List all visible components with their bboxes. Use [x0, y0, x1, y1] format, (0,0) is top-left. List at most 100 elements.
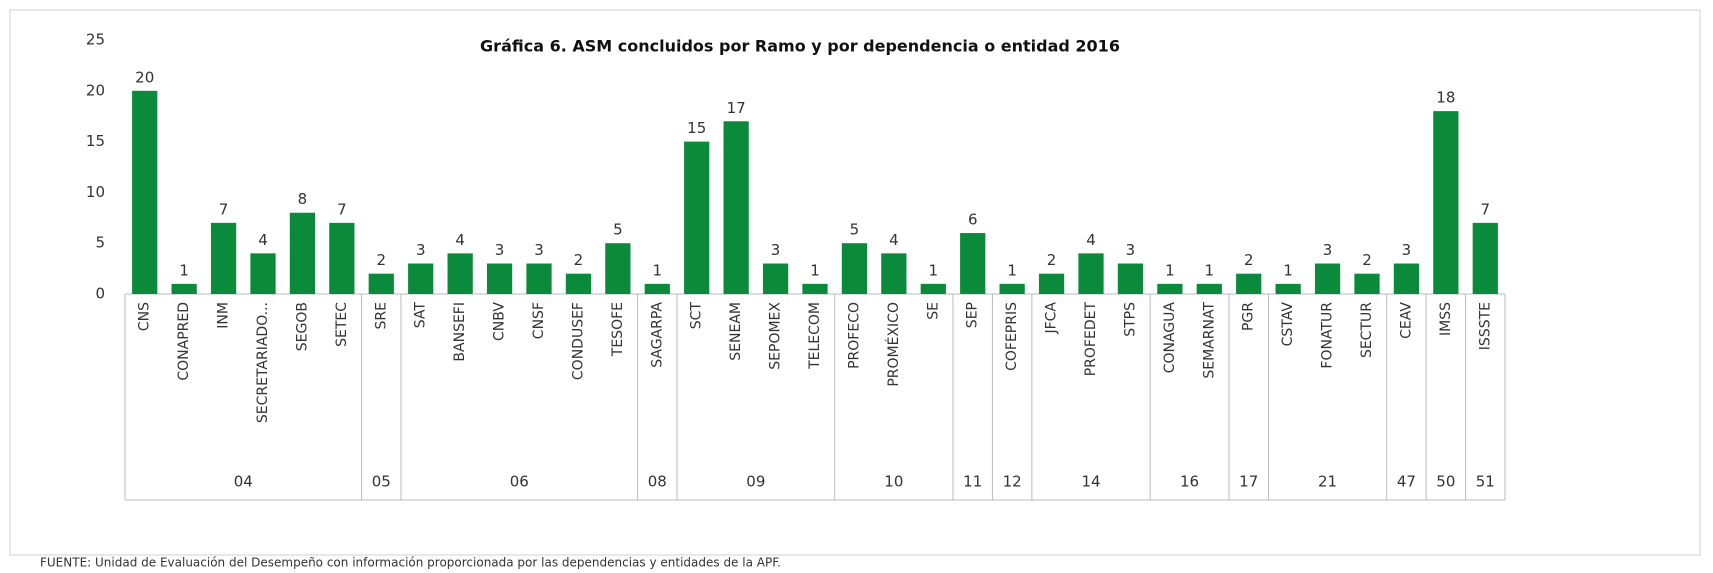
data-label: 3: [495, 241, 505, 259]
bar: [368, 273, 394, 294]
group-label: 05: [372, 473, 391, 491]
y-tick-label: 10: [86, 183, 105, 201]
bar: [1275, 283, 1301, 294]
x-tick-label: INM: [216, 302, 232, 329]
data-label: 3: [416, 241, 426, 259]
data-label: 3: [1323, 241, 1333, 259]
chart-title: Gráfica 6. ASM concluidos por Ramo y por…: [480, 37, 1120, 56]
chart-border: [9, 9, 1701, 556]
data-label: 3: [771, 241, 781, 259]
data-label: 1: [929, 261, 939, 279]
data-label: 1: [1165, 261, 1175, 279]
group-label: 21: [1318, 473, 1337, 491]
x-tick-label: TESOFE: [610, 302, 626, 357]
bar: [486, 263, 513, 294]
group-label: 12: [1003, 473, 1022, 491]
bar: [1433, 111, 1459, 295]
data-label: 2: [377, 251, 387, 269]
x-tick-label: CNSF: [531, 302, 547, 339]
bar: [1393, 263, 1420, 294]
bar: [171, 283, 197, 294]
group-label: 11: [963, 473, 982, 491]
group-label: 51: [1476, 473, 1495, 491]
x-tick-label: SRE: [373, 302, 389, 329]
group-label: 04: [234, 473, 253, 491]
group-label: 06: [510, 473, 529, 491]
bar: [841, 243, 868, 294]
bar: [210, 222, 237, 294]
group-label: 10: [884, 473, 903, 491]
x-tick-label: SAT: [413, 302, 429, 329]
bar: [565, 273, 592, 294]
bar: [762, 263, 789, 294]
group-label: 14: [1081, 473, 1100, 491]
data-label: 2: [1047, 251, 1057, 269]
bar: [1117, 263, 1144, 294]
data-label: 7: [219, 200, 229, 218]
data-label: 1: [1205, 261, 1215, 279]
bar: [1314, 263, 1341, 294]
data-label: 20: [135, 68, 154, 86]
x-tick-label: SETEC: [334, 302, 350, 347]
data-label: 17: [727, 99, 746, 117]
bar: [1236, 273, 1262, 294]
bar: [1354, 273, 1380, 294]
data-label: 2: [1244, 251, 1254, 269]
bar: [329, 222, 355, 294]
x-tick-label: CONAPRED: [176, 302, 192, 381]
y-tick-label: 25: [86, 31, 105, 49]
x-tick-label: BANSEFI: [452, 302, 468, 362]
group-label: 17: [1239, 473, 1258, 491]
bar: [881, 253, 907, 294]
bar: [1472, 222, 1498, 294]
bar: [960, 233, 986, 294]
bar: [447, 253, 473, 294]
bar: [999, 283, 1025, 294]
group-label: 47: [1397, 473, 1416, 491]
bar: [1196, 283, 1222, 294]
data-label: 1: [1007, 261, 1017, 279]
x-tick-label: SECRETARIADO...: [255, 302, 271, 423]
y-tick-label: 0: [95, 285, 105, 303]
x-tick-label: PGR: [1241, 302, 1257, 331]
data-label: 1: [1283, 261, 1293, 279]
data-label: 1: [653, 261, 663, 279]
source-note: FUENTE: Unidad de Evaluación del Desempe…: [40, 556, 781, 570]
data-label: 2: [1362, 251, 1372, 269]
bar: [1038, 273, 1065, 294]
x-tick-label: STPS: [1122, 302, 1138, 337]
bar: [644, 283, 670, 294]
group-label: 50: [1436, 473, 1455, 491]
data-label: 8: [298, 190, 308, 208]
bar: [250, 253, 276, 294]
x-tick-label: PROMÉXICO: [885, 302, 902, 387]
x-tick-label: CONDUSEF: [570, 302, 586, 380]
data-label: 2: [574, 251, 584, 269]
bar: [684, 141, 710, 294]
bar: [408, 263, 434, 294]
x-tick-label: CEAV: [1398, 302, 1414, 339]
data-label: 3: [534, 241, 544, 259]
group-label: 16: [1180, 473, 1199, 491]
x-tick-label: SEP: [965, 302, 981, 328]
x-tick-label: PROFEDET: [1083, 302, 1099, 377]
data-label: 4: [258, 231, 268, 249]
x-tick-label: CSTAV: [1280, 302, 1296, 347]
bar: [132, 90, 158, 294]
x-tick-label: SENEAM: [728, 302, 744, 361]
data-label: 5: [613, 221, 623, 239]
bar: [605, 243, 631, 294]
bar: [723, 121, 749, 294]
data-label: 4: [1086, 231, 1096, 249]
data-label: 4: [455, 231, 465, 249]
x-tick-label: SE: [925, 302, 941, 320]
x-tick-label: SEPOMEX: [768, 302, 784, 370]
data-label: 4: [889, 231, 899, 249]
bar: [289, 212, 316, 294]
x-tick-label: ISSSTE: [1477, 302, 1493, 350]
data-label: 7: [1481, 200, 1491, 218]
bar: [1157, 283, 1183, 294]
bar: [920, 283, 946, 294]
data-label: 1: [179, 261, 189, 279]
